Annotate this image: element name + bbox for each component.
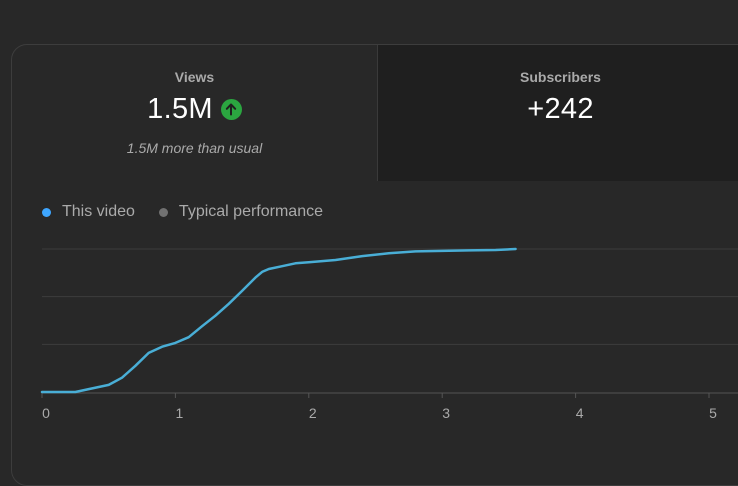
views-value: 1.5M xyxy=(147,92,213,125)
analytics-card: Views 1.5M 1.5M more than usual Subscrib… xyxy=(11,44,738,486)
views-metric-tab[interactable]: Views 1.5M 1.5M more than usual xyxy=(12,45,377,181)
views-comparison-note: 1.5M more than usual xyxy=(126,140,263,156)
subscribers-label: Subscribers xyxy=(520,69,601,85)
legend-label-this-video: This video xyxy=(62,203,135,220)
legend-item-typical-performance[interactable]: Typical performance xyxy=(158,203,323,221)
chart-legend: This video Typical performance xyxy=(42,203,347,221)
legend-item-this-video[interactable]: This video xyxy=(42,203,135,221)
subscribers-metric-tab[interactable]: Subscribers +242 xyxy=(377,45,738,181)
views-label: Views xyxy=(174,69,215,85)
views-value-row: 1.5M xyxy=(12,89,377,129)
legend-dot-typical xyxy=(158,207,168,217)
arrow-up-icon xyxy=(220,98,242,120)
legend-label-typical: Typical performance xyxy=(178,203,323,220)
subscribers-value: +242 xyxy=(527,92,594,125)
subscribers-value-row: +242 xyxy=(378,89,738,129)
legend-dot-this-video xyxy=(42,207,51,217)
